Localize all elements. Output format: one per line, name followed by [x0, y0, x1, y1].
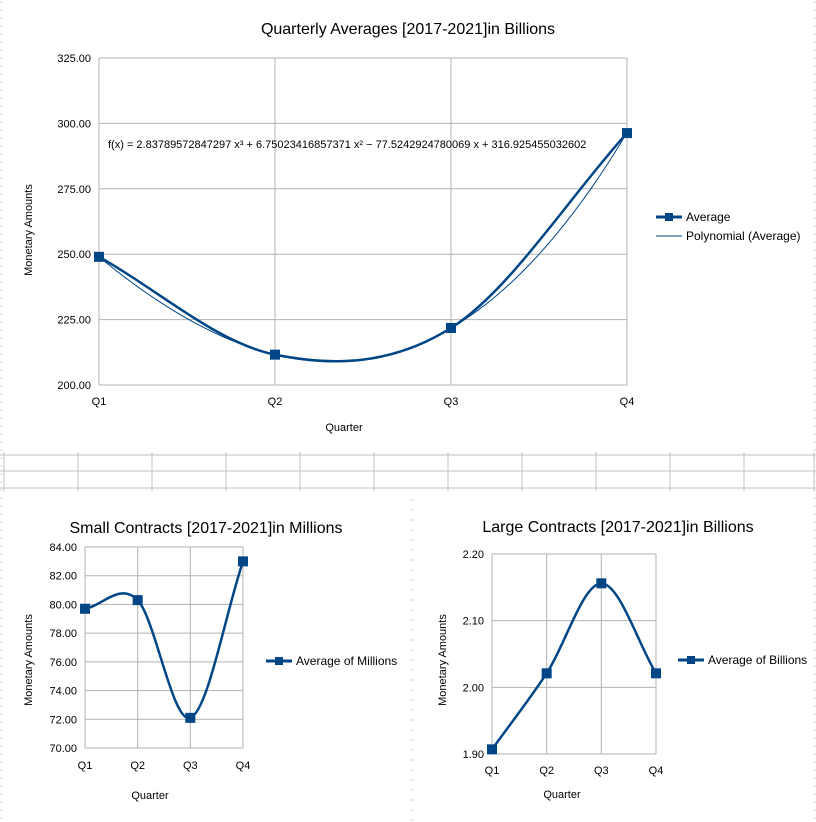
legend-series-marker [687, 656, 695, 664]
data-point-q3[interactable] [185, 712, 196, 723]
x-tick-label: Q3 [444, 396, 459, 408]
x-tick-label: Q4 [620, 396, 635, 408]
x-tick-label: Q3 [183, 760, 198, 772]
data-point-q4[interactable] [238, 556, 248, 567]
data-point-q4[interactable] [651, 668, 661, 679]
chart-title: Large Contracts [2017-2021]in Billions [482, 519, 753, 536]
series-group [80, 556, 248, 723]
x-tick-label: Q2 [539, 765, 554, 777]
y-tick-label: 225.00 [57, 315, 91, 327]
legend-series-label: Average of Millions [296, 654, 397, 668]
x-axis-title: Quarter [131, 790, 169, 802]
legend-polynomial-label: Polynomial (Average) [686, 229, 801, 243]
y-tick-label: 82.00 [49, 571, 77, 583]
y-tick-label: 2.10 [463, 616, 484, 628]
series-line-average [98, 132, 628, 363]
y-tick-label: 300.00 [57, 118, 91, 130]
y-tick-label: 275.00 [57, 184, 91, 196]
y-tick-label: 76.00 [49, 657, 77, 669]
x-tick-label: Q1 [92, 396, 107, 408]
tick-labels: 70.00 72.00 74.00 76.00 78.00 80.00 82.00 84.00… [49, 542, 250, 772]
series-group [487, 578, 661, 755]
data-point-q2[interactable] [270, 349, 280, 360]
chart-grid [84, 546, 244, 749]
data-point-q1[interactable] [487, 744, 497, 755]
y-tick-label: 1.90 [463, 749, 484, 761]
legend: Average of Millions [266, 654, 397, 668]
legend-average-marker [665, 213, 673, 221]
y-axis-title: Monetary Amounts [23, 184, 35, 276]
y-tick-label: 78.00 [49, 628, 77, 640]
chart-grid [491, 553, 657, 755]
x-tick-label: Q2 [268, 396, 283, 408]
legend-series-label: Average of Billions [708, 653, 807, 667]
x-tick-label: Q4 [236, 760, 251, 772]
y-tick-label: 250.00 [57, 249, 91, 261]
data-point-q4[interactable] [622, 128, 632, 139]
legend-average-label: Average [686, 210, 731, 224]
y-tick-label: 72.00 [49, 714, 77, 726]
data-point-q1[interactable] [80, 603, 90, 614]
y-axis-title: Monetary Amounts [437, 614, 449, 706]
tick-labels: 1.90 2.00 2.10 2.20 Q1 Q2 Q3 Q4 [463, 549, 664, 777]
series-line-average-of-billions [490, 582, 658, 751]
x-tick-label: Q4 [649, 765, 664, 777]
y-tick-label: 2.00 [463, 682, 484, 694]
legend-series-marker [275, 657, 283, 665]
chart-title: Quarterly Averages [2017-2021]in Billion… [261, 21, 555, 38]
x-axis-title: Quarter [325, 422, 363, 434]
series-group [94, 128, 632, 363]
data-point-q3[interactable] [596, 578, 607, 589]
data-point-q1[interactable] [94, 251, 104, 262]
x-tick-label: Q1 [78, 760, 93, 772]
y-tick-label: 80.00 [49, 599, 77, 611]
y-tick-label: 2.20 [463, 549, 484, 561]
legend: Average of Billions [678, 653, 807, 667]
x-tick-label: Q3 [594, 765, 609, 777]
y-tick-label: 325.00 [57, 53, 91, 65]
tick-labels: 200.00 225.00 250.00 275.00 300.00 325.00 Q1 Q2… [57, 53, 634, 408]
series-line-average-of-millions [84, 560, 245, 720]
data-point-q3[interactable] [446, 322, 456, 333]
y-tick-label: 200.00 [57, 380, 91, 392]
x-tick-label: Q1 [485, 765, 500, 777]
y-tick-label: 84.00 [49, 542, 77, 554]
chart-title: Small Contracts [2017-2021]in Millions [69, 520, 342, 537]
y-axis-title: Monetary Amounts [23, 614, 35, 706]
y-tick-label: 70.00 [49, 743, 77, 755]
y-tick-label: 74.00 [49, 686, 77, 698]
data-point-q2[interactable] [541, 668, 552, 679]
legend: Average Polynomial (Average) [656, 210, 801, 243]
data-point-q2[interactable] [132, 595, 143, 606]
trendline-equation: f(x) = 2.83789572847297 x³ + 6.750234168… [108, 139, 586, 151]
x-tick-label: Q2 [130, 760, 145, 772]
x-axis-title: Quarter [543, 789, 581, 801]
